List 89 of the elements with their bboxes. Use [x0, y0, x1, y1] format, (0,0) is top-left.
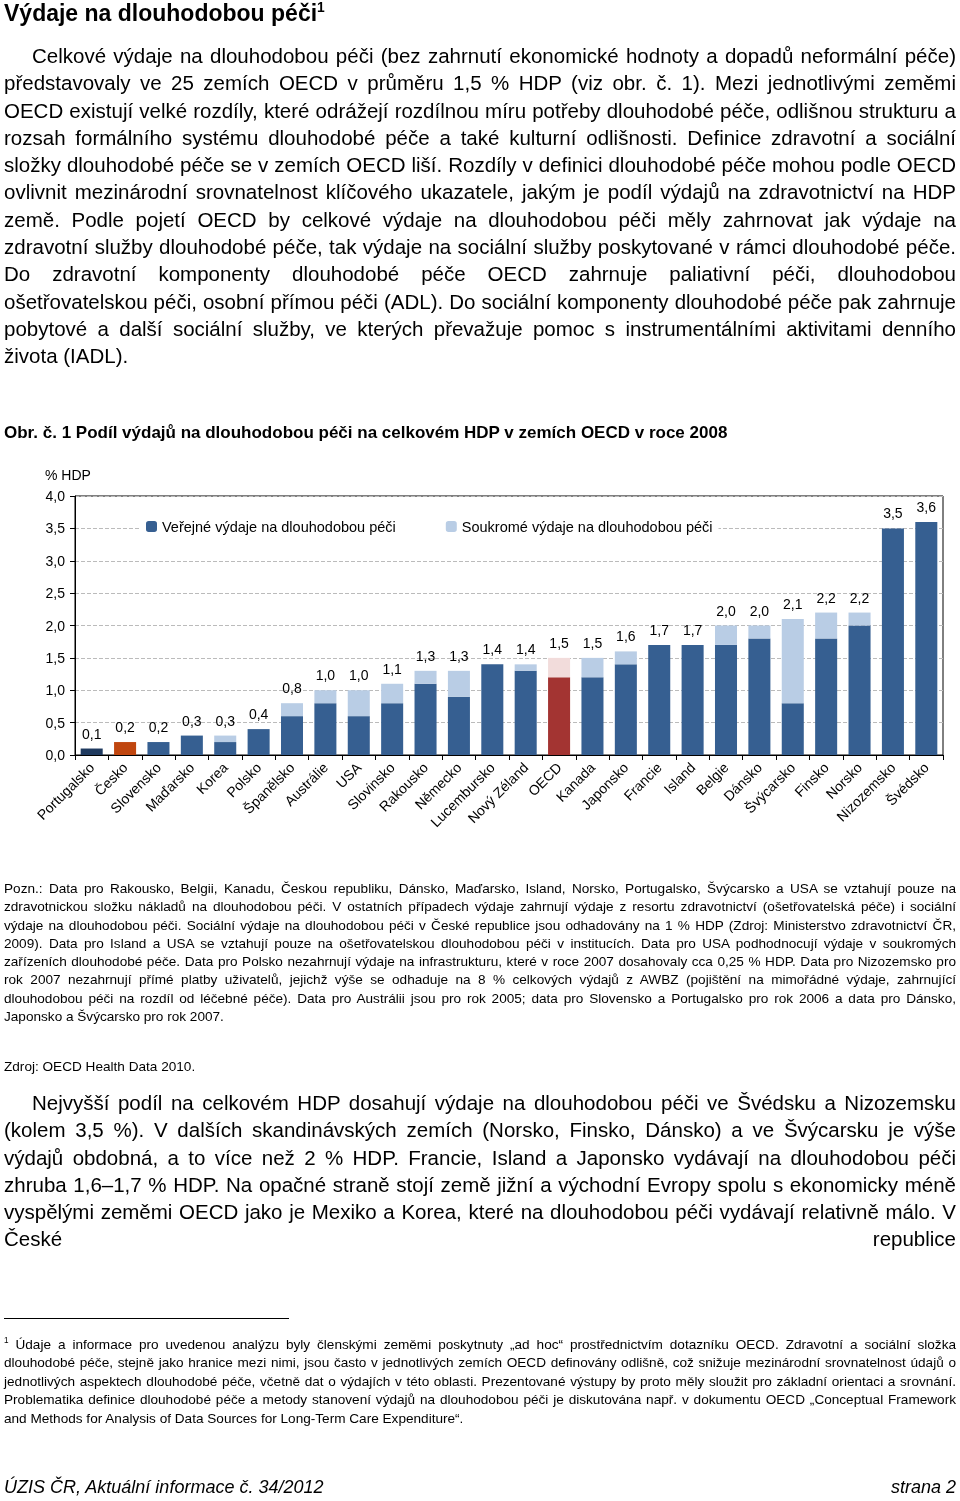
bar	[280, 703, 304, 717]
bar	[114, 742, 137, 755]
total-label: 1,4	[515, 641, 536, 658]
bar	[548, 657, 571, 678]
total-label: 0,1	[81, 725, 102, 742]
text: Výdaje na dlouhodobou péči$^{1}$	[4, 0, 326, 27]
bar	[80, 748, 103, 755]
total-label: 1,1	[382, 660, 403, 677]
y-tick-label: 2,5	[45, 585, 66, 602]
text: Celkové výdaje na dlouhodobou péči (bez zahrnutí ekonomické hodnoty a dopadů neformální péče) představovaly ve 25 zemích OECD v průměru 1,5 % HDP (viz obr. č. 1). Mezi jednotlivými zeměmi OECD existují velké rozdíly, které odrážejí rozdílnou míru potřeby dlouhodobé péče, odlišnou strukturu a rozsah formálního systému dlouhodobé péče a také kulturní odlišnosti. Definice zdravotní a sociální složky dlouhodobé péče se v zemích OECD liší. Rozdíly v definici dlouhodobé péče mohou podle OECD ovlivnit mezinárodní srovnatelnost klíčového ukazatele, jakým je podíl výdajů na zdravotnictví na HDP země. Podle pojetí OECD by celkové výdaje na dlouhodobou péči měly zahrnovat jak výdaje na zdravotní služby dlouhodobé péče, tak výdaje na sociální služby poskytované v rámci dlouhodobé péče. Do zdravotní komponenty dlouhodobé péče OECD zahrnuje paliativní péči, dlouhodobou ošetřovatelskou péči, osobní přímou péči (ADL). Do sociální komponenty dlouhodobé péče pak zahrnuje pobytové a další sociální služby, ve kterých převažuje pomoc s instrumentálními aktivitami denního života (IADL).	[4, 44, 956, 368]
bar	[781, 703, 804, 755]
bar	[381, 703, 404, 755]
text: Zdroj: OECD Health Data 2010.	[4, 1059, 197, 1074]
text: Nejvyšší podíl na celkovém HDP dosahují výdaje na dlouhodobou péči ve Švédsku a Nizozemsku (kolem 3,5 %). V dalších skandinávských zemích (Norsko, Finsko, Dánsko) a ve Švýcarsku je výše výdajů obdobná, a to více než 2 % HDP. Francie, Island a Japonsko vydávají na dlouhodobou péči zhruba 1,6–1,7 % HDP. Na opačné straně stojí země jižní a východní Evropy spolu s ekonomicky méně vyspělými zeměmi OECD jako je Mexiko a Korea, které na dlouhodobou péči vydávají relativně málo. V České republice	[4, 1090, 956, 1253]
bar	[848, 625, 871, 755]
bar	[280, 716, 304, 755]
total-label: 3,5	[883, 505, 903, 522]
total-label: 1,7	[649, 621, 670, 638]
total-label: 2,2	[849, 589, 870, 606]
bar	[214, 735, 237, 743]
bar	[815, 638, 838, 755]
total-label: 2,1	[783, 596, 803, 613]
y-tick-label: 3,5	[45, 520, 66, 537]
text: Pozn.: Data pro Rakousko, Belgii, Kanadu, Českou republiku, Dánsko, Maďarsko, Island, Norsko, Portugalsko, Švýcarsko a USA se vztahují pouze na zdravotnickou složku nákladů na dlouhodobou péči. V ostatních případech výdaje zahrnují výdaje z resortu zdravotnictví (ošetřovatelská péče) i sociální výdaje na dlouhodobou péči. Sociální výdaje na dlouhodobou péči v České republice jsou odhadovány na 1 % HDP (Zdroj: Ministerstvo zdravotnictví ČR, 2009). Data pro Island a USA se vztahují pouze na ošetřovatelskou dlouhodobou péči v institucích. Data pro USA podhodnocují výdaje v soukromých zařízeních dlouhodobé péče. Data pro Polsko nezahrnují výdaje na infrastrukturu, které v roce 2007 dosahovaly cca 0,25 % HDP. Data pro Nizozemsko pro rok 2007 nezahrnují přímé platby uživatelů, jejichž výše se odhaduje na 8 % celkových výdajů z AWBZ (pojištění na mimořádné výdaje, zahrnující dlouhodobou péči na rozdíl od léčebné péče). Data pro Austrálii jsou pro rok 2005; data pro Slovensko a Portugalsko pro rok 2006 a data pro Dánsko, Japonsko a Švýcarsko pro rok 2007.	[4, 880, 956, 1027]
bar	[347, 716, 370, 755]
bar	[614, 651, 637, 665]
total-label: 1,6	[616, 628, 636, 645]
bar	[247, 729, 270, 755]
text: ÚZIS ČR, Aktuální informace č. 34/2012	[4, 1477, 324, 1497]
bar	[314, 690, 337, 704]
bar	[447, 696, 470, 755]
y-tick-label: 1,0	[45, 682, 66, 699]
text: $^{1}$ Údaje a informace pro uvedenou analýzu byly členskými zeměmi poskytnuty „ad hoc“ prostřednictvím dotazníku OECD. Zdravotní a sociální složka dlouhodobé péče, stejně jako hranice mezi nimi, jsou často v jednotlivých zemích OECD definovány odlišně, což snižuje mezinárodní srovnatelnost údajů o jednotlivých aspektech dlouhodobé péče, včetně dat o výdajích v této oblasti. Prezentované výstupy by proto měly sloužit pro základní orientaci a srovnání. Problematika definice dlouhodobé péče a metody stanovení výdajů na dlouhodobou péči je diskutována např. v dokumentu OECD „Conceptual Framework and Methods for Analysis of Data Sources for Long-Term Care Expenditure“.	[4, 1335, 956, 1428]
total-label: 0,4	[248, 706, 269, 723]
bar	[414, 670, 437, 684]
bar	[180, 735, 203, 755]
bar	[848, 612, 871, 626]
total-label: 1,7	[682, 621, 703, 638]
bar	[915, 521, 938, 755]
bar	[381, 683, 404, 704]
y-tick-label: 1,5	[45, 649, 66, 666]
total-label: 0,8	[282, 680, 302, 697]
bar	[614, 664, 637, 755]
y-axis-title: % HDP	[45, 467, 91, 483]
y-tick-label: 2,0	[45, 617, 66, 634]
bar	[581, 677, 604, 755]
total-label: 0,3	[215, 712, 236, 729]
total-label: 0,3	[182, 712, 202, 729]
total-label: 1,3	[415, 647, 436, 664]
bar	[748, 625, 771, 639]
bar	[314, 703, 337, 755]
bar	[881, 528, 904, 755]
y-tick-label: 4,0	[45, 488, 66, 504]
total-label: 2,0	[716, 602, 736, 619]
bar	[481, 664, 504, 755]
total-label: 0,2	[148, 719, 169, 736]
bar	[681, 644, 704, 755]
total-label: 1,0	[315, 667, 336, 684]
bar	[214, 742, 237, 755]
total-label: 2,2	[816, 589, 837, 606]
y-tick-label: 3,0	[45, 552, 66, 569]
total-label: 2,0	[749, 602, 770, 619]
y-tick-label: 0,0	[45, 747, 66, 763]
chart-title: Obr. č. 1 Podíl výdajů na dlouhodobou péči na celkovém HDP v zemích OECD v roce 2008	[4, 423, 729, 443]
bar	[714, 625, 738, 645]
total-label: 0,2	[115, 719, 136, 736]
text: strana 2	[890, 1477, 956, 1497]
total-label: 1,3	[449, 647, 469, 664]
y-tick-label: 0,5	[45, 714, 66, 731]
bar	[581, 657, 604, 678]
bar	[514, 670, 537, 755]
bar	[648, 644, 671, 755]
total-label: 1,4	[482, 641, 503, 658]
bar	[347, 690, 370, 717]
bar	[147, 742, 170, 755]
bar	[514, 664, 537, 671]
bar	[815, 612, 838, 639]
legend-label: Soukromé výdaje na dlouhodobou péči	[461, 518, 713, 535]
total-label: 3,6	[916, 498, 937, 515]
legend-label: Veřejné výdaje na dlouhodobou péči	[162, 518, 396, 535]
total-label: 1,0	[349, 667, 369, 684]
bar	[781, 619, 804, 704]
bar	[748, 638, 771, 755]
total-label: 1,5	[549, 634, 570, 651]
bar	[714, 644, 738, 755]
total-label: 1,5	[582, 634, 603, 651]
bar	[414, 683, 437, 755]
bar	[447, 670, 470, 697]
bar	[548, 677, 571, 755]
